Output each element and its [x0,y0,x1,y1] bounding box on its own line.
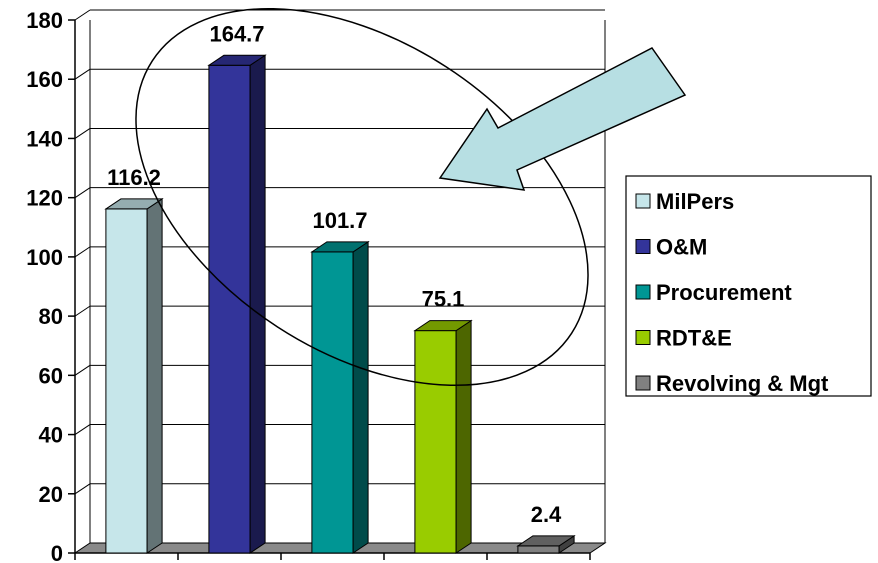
gridline-side [74,364,91,376]
bar-side [146,197,163,554]
y-tick-label: 60 [39,363,63,388]
legend-label: Revolving & Mgt [656,371,829,396]
bar-side [352,240,369,554]
bar-front [517,545,560,554]
y-tick-label: 0 [51,541,63,563]
bar-front [311,251,354,554]
arrow-icon [438,47,687,191]
bar-top [413,320,473,332]
data-label: 116.2 [107,165,161,190]
legend-label: RDT&E [656,326,732,351]
y-tick-label: 100 [26,245,63,270]
gridline-side [74,424,91,435]
bar-side [249,54,266,554]
highlight-annotations [135,8,687,386]
gridline-side [74,483,91,495]
legend-swatch [635,375,651,391]
bar-o-m [207,54,267,554]
bar-rdt-e [413,319,473,554]
y-axis-tick-labels: 0 20 40 60 80 100 120 140 160 180 [26,8,63,563]
bar-top [310,241,370,253]
bar-front [414,330,457,554]
chart-bars [104,54,576,554]
bar-milpers [104,197,164,554]
data-label: 2.4 [531,502,562,527]
bar-side [455,319,472,554]
chart-axes [68,19,606,560]
bar-front [208,64,251,554]
legend-swatch [635,330,651,345]
data-label: 75.1 [422,287,465,312]
bar-procurement [310,240,370,554]
bar-top [207,54,267,66]
y-tick-label: 180 [26,8,63,33]
gridline-side [74,305,91,317]
legend-label: O&M [656,235,707,260]
data-label: 101.7 [312,208,367,233]
bar-top [104,198,164,210]
chart-legend: MilPers O&M Procurement RDT&E Revolving & Mg… [625,175,872,397]
gridline-side [74,9,91,21]
gridline-side [74,68,91,80]
bar-front [105,208,148,554]
bar-top [516,535,576,547]
legend-label: Procurement [656,280,792,305]
y-tick-label: 40 [39,423,63,448]
y-tick-label: 140 [26,126,63,151]
highlight-ellipse [135,8,589,386]
y-tick-label: 120 [26,186,63,211]
legend-box [625,175,872,397]
y-tick-label: 80 [39,304,63,329]
legend-swatch [635,239,651,254]
legend-label: MilPers [656,189,734,214]
data-labels: 116.2 164.7 101.7 75.1 2.4 [107,21,562,527]
gridline-side [74,128,91,139]
y-tick-label: 20 [39,482,63,507]
legend-swatch [635,284,651,300]
legend-swatch [635,193,651,209]
bar-revolving-mgt [516,534,576,554]
data-label: 164.7 [209,21,264,46]
y-tick-label: 160 [26,67,63,92]
gridline-side [74,187,91,199]
gridline-side [74,246,91,258]
